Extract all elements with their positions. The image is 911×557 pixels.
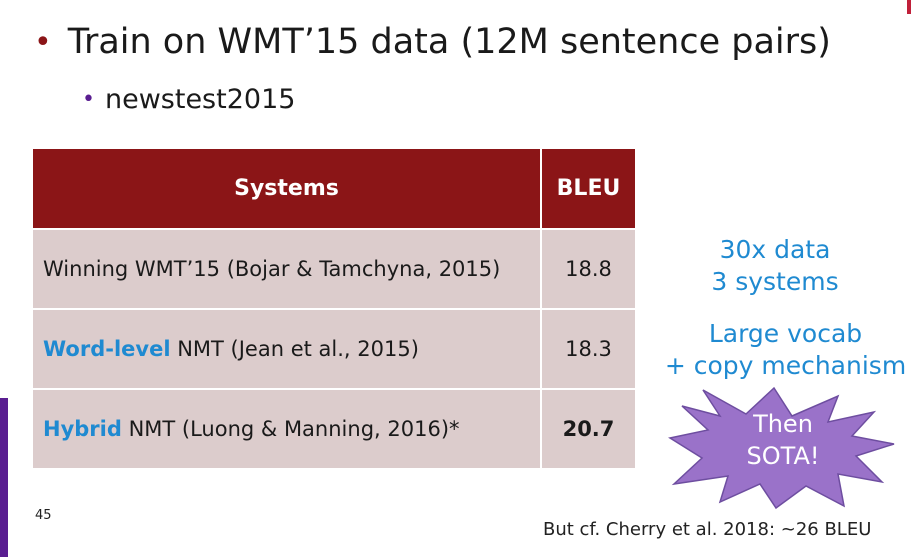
sub-bullet-icon: • (82, 87, 95, 112)
footnote: But cf. Cherry et al. 2018: ~26 BLEU (543, 519, 872, 540)
annotation-vocab-line2: + copy mechanism (664, 351, 907, 380)
system-name: NMT (Jean et al., 2015) (170, 337, 419, 361)
bleu-cell-best: 20.7 (541, 388, 635, 468)
starburst-shape (668, 386, 895, 510)
starburst-text: Then SOTA! (668, 408, 898, 472)
main-bullet-text: Train on WMT’15 data (12M sentence pairs… (67, 22, 831, 62)
annotation-data: 30x data 3 systems (690, 234, 860, 298)
annotation-data-line1: 30x data (719, 235, 831, 264)
corner-mark (907, 0, 911, 14)
system-cell: Winning WMT’15 (Bojar & Tamchyna, 2015) (33, 228, 542, 309)
left-accent-bar (0, 398, 8, 557)
header-systems: Systems (33, 149, 542, 229)
annotation-vocab-line1: Large vocab (708, 319, 863, 348)
table-row: Winning WMT’15 (Bojar & Tamchyna, 2015) … (33, 228, 635, 309)
page-number: 45 (35, 508, 52, 523)
system-keyword: Word-level (43, 337, 171, 361)
bleu-cell: 18.8 (541, 228, 635, 309)
system-cell: Word-level NMT (Jean et al., 2015) (33, 308, 542, 389)
system-name: NMT (Luong & Manning, 2016)* (121, 417, 460, 441)
starburst-line2: SOTA! (746, 442, 820, 470)
starburst-icon (668, 386, 895, 510)
table-row: Hybrid NMT (Luong & Manning, 2016)* 20.7 (33, 388, 635, 468)
table-header-row: Systems BLEU (33, 149, 635, 229)
sub-bullet-text: newstest2015 (104, 84, 296, 115)
bleu-cell: 18.3 (541, 308, 635, 389)
table-row: Word-level NMT (Jean et al., 2015) 18.3 (33, 308, 635, 389)
starburst-line1: Then (753, 410, 813, 438)
header-bleu: BLEU (541, 149, 635, 229)
sub-bullet: • newstest2015 (82, 84, 295, 115)
system-cell: Hybrid NMT (Luong & Manning, 2016)* (33, 388, 542, 468)
main-bullet: • Train on WMT’15 data (12M sentence pai… (34, 22, 831, 62)
bullet-icon: • (34, 24, 52, 60)
system-keyword: Hybrid (43, 417, 122, 441)
annotation-data-line2: 3 systems (711, 267, 839, 296)
sota-starburst: Then SOTA! (668, 386, 898, 510)
results-table: Systems BLEU Winning WMT’15 (Bojar & Tam… (33, 149, 635, 468)
system-name: Winning WMT’15 (Bojar & Tamchyna, 2015) (43, 257, 501, 281)
annotation-vocab: Large vocab + copy mechanism (660, 318, 911, 382)
